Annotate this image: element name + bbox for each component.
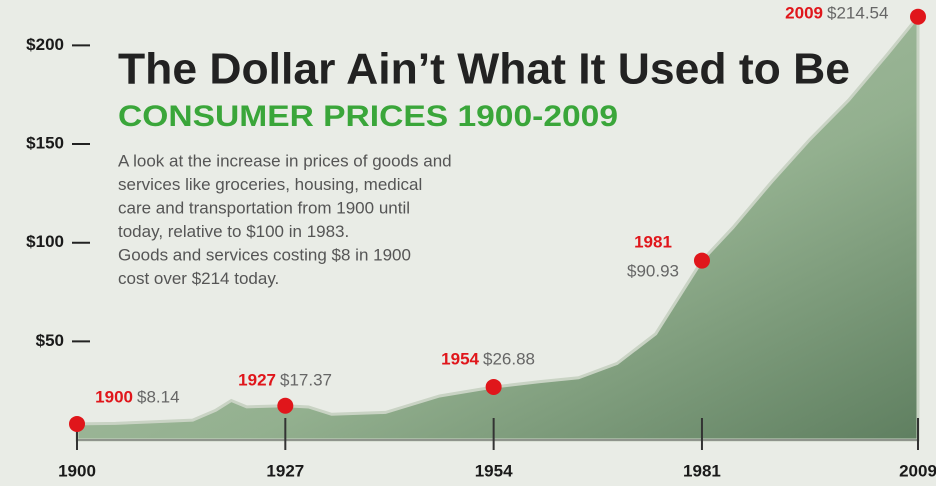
highlight-year: 2009	[785, 3, 823, 22]
highlight-year: 1954	[441, 349, 479, 368]
chart-subtitle: CONSUMER PRICES 1900-2009	[118, 100, 618, 133]
highlight-point	[694, 253, 710, 269]
highlight-year: 1981	[634, 232, 672, 251]
description-line: Goods and services costing $8 in 1900	[118, 245, 411, 264]
description-line: today, relative to $100 in 1983.	[118, 222, 349, 241]
y-tick-label: $200	[26, 35, 64, 54]
description-line: care and transportation from 1900 until	[118, 198, 410, 217]
y-tick-label: $50	[36, 331, 64, 350]
highlight-year: 1900	[95, 387, 133, 406]
y-tick-label: $100	[26, 232, 64, 251]
highlight-value: $17.37	[280, 370, 332, 389]
highlight-point	[277, 398, 293, 414]
description-line: A look at the increase in prices of good…	[118, 151, 452, 170]
highlight-value: $214.54	[827, 3, 888, 22]
x-tick-label: 1954	[475, 461, 513, 480]
highlight-year: 1927	[238, 370, 276, 389]
highlight-point	[69, 416, 85, 432]
x-tick-label: 1981	[683, 461, 721, 480]
chart-title: The Dollar Ain’t What It Used to Be	[118, 45, 850, 94]
y-tick-label: $150	[26, 134, 64, 153]
description-line: cost over $214 today.	[118, 269, 279, 288]
chart: The Dollar Ain’t What It Used to Be CONS…	[0, 0, 936, 486]
highlight-value: $26.88	[483, 349, 535, 368]
highlight-point	[910, 9, 926, 25]
x-tick-label: 2009	[899, 461, 936, 480]
x-tick-label: 1927	[266, 461, 304, 480]
highlight-value: $8.14	[137, 387, 180, 406]
description-line: services like groceries, housing, medica…	[118, 175, 422, 194]
highlight-value: $90.93	[627, 261, 679, 280]
x-tick-label: 1900	[58, 461, 96, 480]
highlight-point	[486, 379, 502, 395]
